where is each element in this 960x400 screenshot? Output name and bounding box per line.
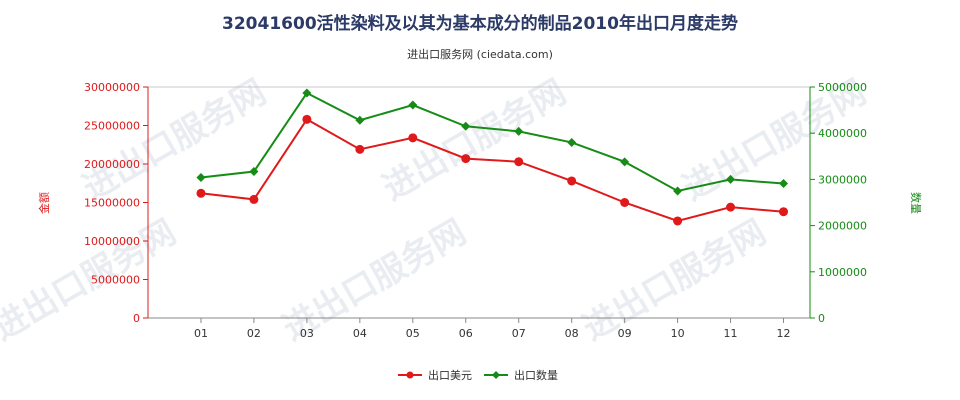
right-tick-label: 3000000 xyxy=(818,173,867,186)
left-tick-label: 5000000 xyxy=(91,274,140,287)
series-1-point-05 xyxy=(408,100,418,110)
x-tick-label: 04 xyxy=(353,327,367,340)
series-0-point-11 xyxy=(726,202,736,212)
chart-title: 32041600活性染料及以其为基本成分的制品2010年出口月度走势 xyxy=(222,13,738,34)
left-tick-label: 15000000 xyxy=(84,197,140,210)
x-tick-label: 02 xyxy=(247,327,261,340)
series-0-point-03 xyxy=(302,114,312,124)
x-tick-label: 12 xyxy=(777,327,791,340)
right-tick-label: 4000000 xyxy=(818,127,867,140)
x-tick-label: 01 xyxy=(194,327,208,340)
x-tick-label: 10 xyxy=(671,327,685,340)
x-axis: 01 02 03 04 05 06 07 08 09 10 11 12 xyxy=(148,317,810,340)
series-1-point-03 xyxy=(302,88,312,98)
series-1-point-11 xyxy=(726,174,736,184)
legend-label-usd: 出口美元 xyxy=(428,368,472,382)
series-layer xyxy=(196,88,789,226)
series-0-point-01 xyxy=(196,188,206,198)
series-1-point-10 xyxy=(673,186,683,196)
left-axis: 0 5000000 10000000 15000000 20000000 25000000… xyxy=(84,81,149,325)
right-axis: 0 1000000 2000000 3000000 4000000 5000000 xyxy=(809,81,867,325)
series-0-point-06 xyxy=(461,154,471,164)
chart-subtitle: 进出口服务网 (ciedata.com) xyxy=(407,47,553,61)
series-0-point-04 xyxy=(355,144,365,154)
watermark-text: 进出口服务网 xyxy=(376,72,573,209)
series-0-point-05 xyxy=(408,133,418,143)
left-tick-label: 10000000 xyxy=(84,235,140,248)
x-tick-label: 07 xyxy=(512,327,526,340)
series-line-1 xyxy=(200,91,784,193)
series-1-point-12 xyxy=(779,179,789,189)
series-0-point-02 xyxy=(249,194,259,204)
x-tick-label: 05 xyxy=(406,327,420,340)
series-0-point-08 xyxy=(567,176,577,186)
x-tick-label: 11 xyxy=(724,327,738,340)
left-axis-label: 金额 xyxy=(37,192,51,214)
legend-label-quantity: 出口数量 xyxy=(514,368,558,382)
x-tick-label: 08 xyxy=(565,327,579,340)
series-1-point-09 xyxy=(620,157,630,167)
series-0-point-07 xyxy=(514,157,524,167)
right-tick-label: 1000000 xyxy=(818,266,867,279)
series-1-point-06 xyxy=(461,121,471,131)
series-1-point-04 xyxy=(355,115,365,125)
legend-item-usd[interactable]: 出口美元 xyxy=(398,368,472,382)
legend: 出口美元 出口数量 xyxy=(398,368,558,382)
left-tick-label: 25000000 xyxy=(84,120,140,133)
series-1-point-08 xyxy=(567,137,577,147)
right-tick-label: 5000000 xyxy=(818,81,867,94)
right-tick-label: 2000000 xyxy=(818,220,867,233)
legend-marker-quantity xyxy=(492,371,500,379)
series-1-point-07 xyxy=(514,126,524,136)
x-tick-label: 03 xyxy=(300,327,314,340)
series-1-point-01 xyxy=(196,173,206,183)
x-tick-label: 06 xyxy=(459,327,473,340)
left-tick-label: 20000000 xyxy=(84,158,140,171)
series-1-point-02 xyxy=(249,167,259,177)
legend-item-quantity[interactable]: 出口数量 xyxy=(484,368,558,382)
legend-marker-usd xyxy=(406,371,414,379)
series-0-point-10 xyxy=(673,216,683,226)
right-axis-label: 数量 xyxy=(909,192,922,214)
series-line-0 xyxy=(200,118,784,223)
left-tick-label: 30000000 xyxy=(84,81,140,94)
series-0-point-09 xyxy=(620,198,630,207)
x-tick-label: 09 xyxy=(618,327,632,340)
left-tick-label: 0 xyxy=(133,312,140,325)
series-0-point-12 xyxy=(779,207,789,217)
right-tick-label: 0 xyxy=(818,312,825,325)
